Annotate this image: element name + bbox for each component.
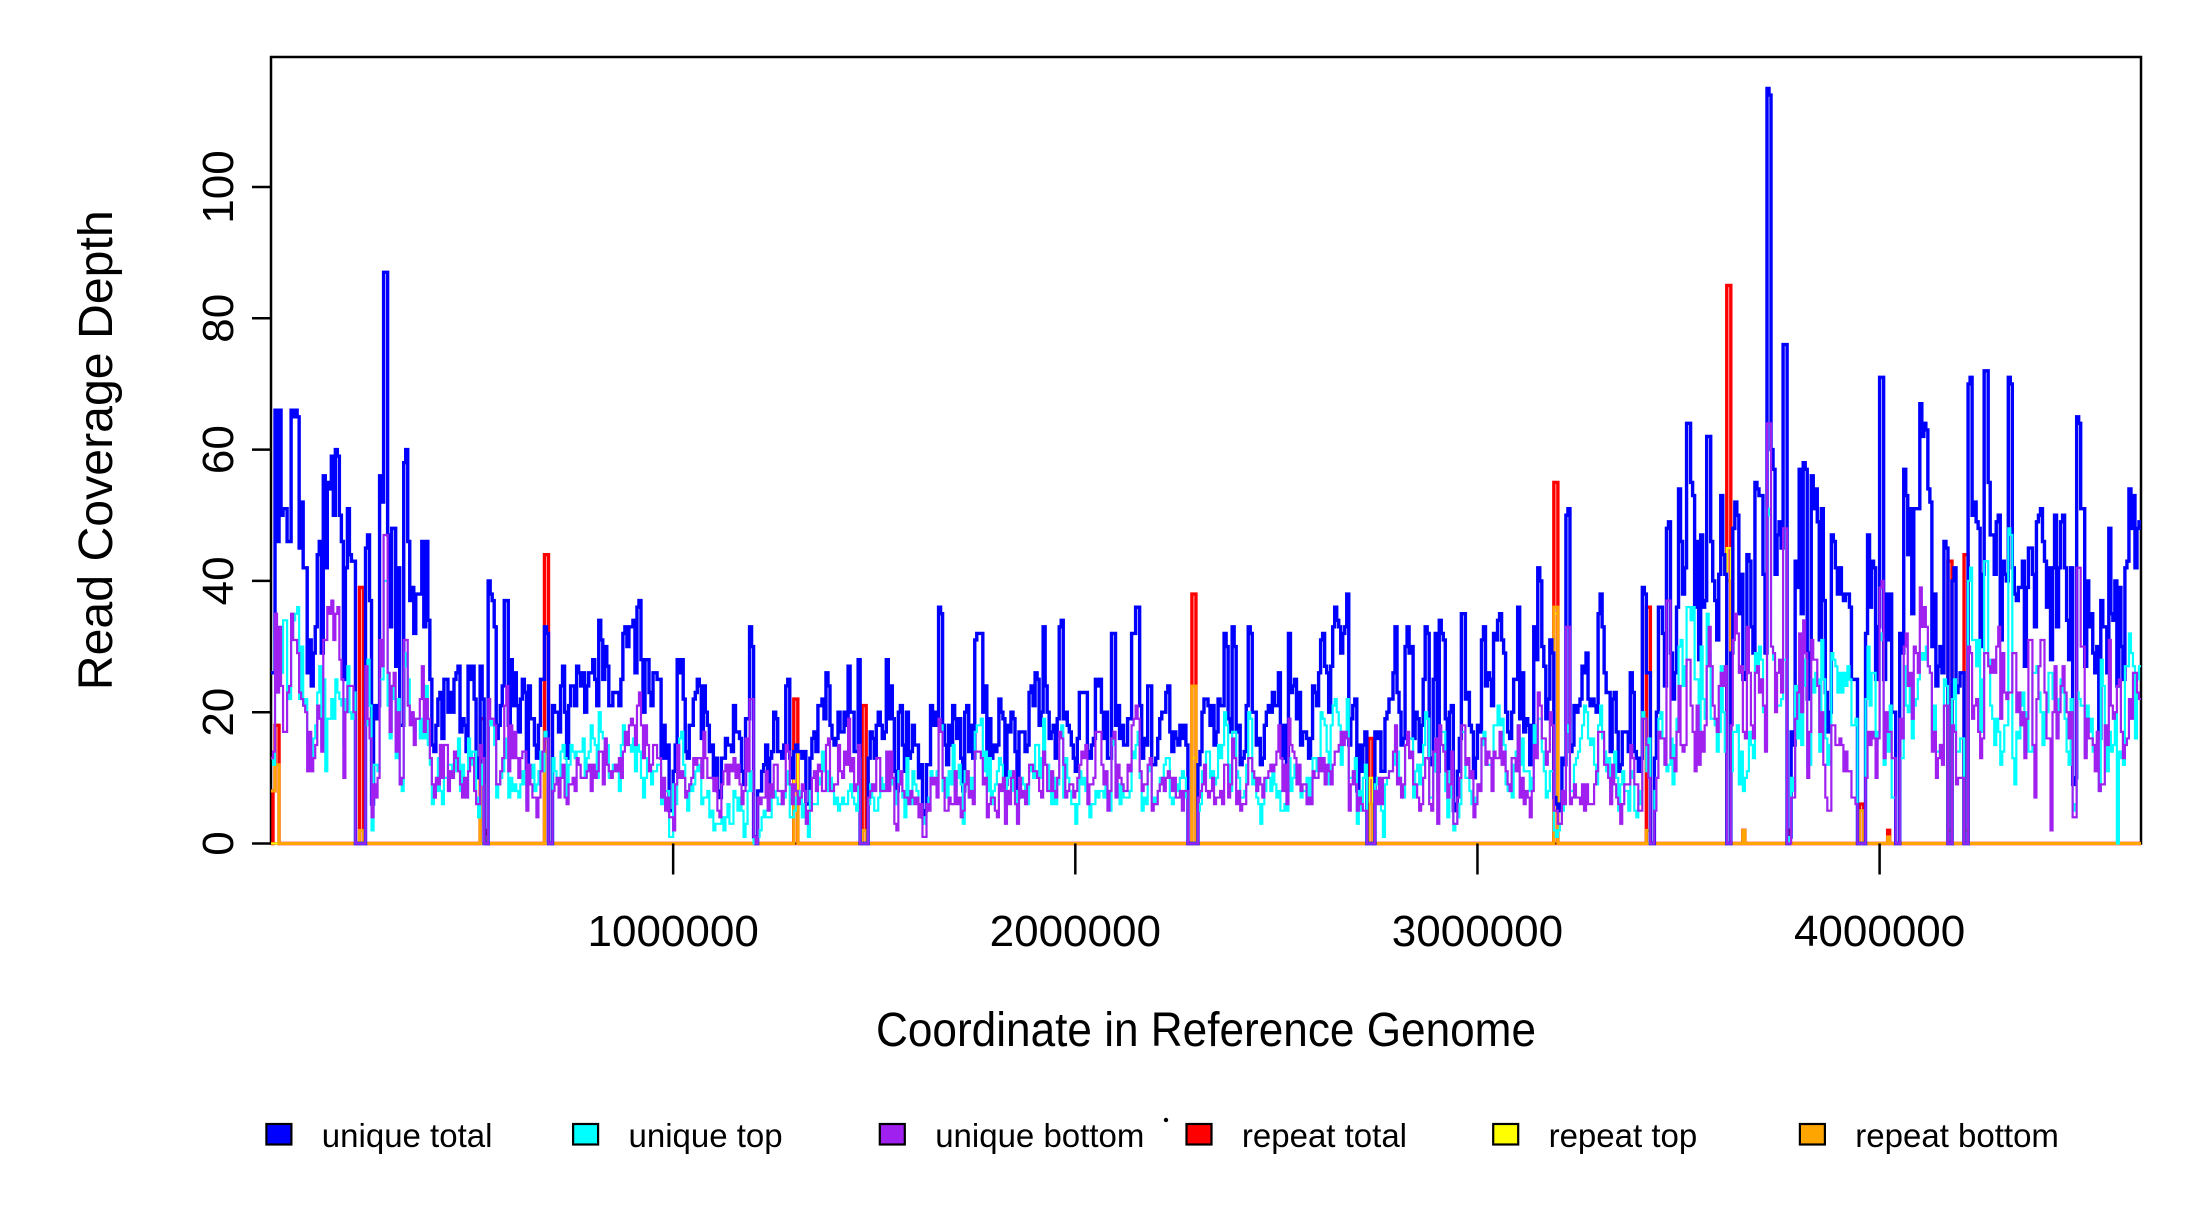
y-tick-label: 60 bbox=[194, 425, 243, 474]
y-tick-label: 20 bbox=[194, 688, 243, 737]
legend-label-repeat-bottom: repeat bottom bbox=[1855, 1117, 2059, 1154]
x-axis: 1000000 2000000 3000000 4000000 bbox=[588, 843, 1965, 956]
legend-swatch-repeat-top bbox=[1492, 1122, 1520, 1146]
legend-label-unique-top: unique top bbox=[629, 1117, 783, 1154]
legend-label-repeat-total: repeat total bbox=[1242, 1117, 1407, 1154]
x-tick-label: 3000000 bbox=[1392, 907, 1563, 956]
y-axis: 0 20 40 60 80 100 bbox=[194, 150, 271, 856]
legend-item-repeat-total: repeat total bbox=[1185, 1117, 1407, 1154]
stray-dot-artifact bbox=[1163, 1117, 1169, 1123]
x-tick-label: 1000000 bbox=[588, 907, 759, 956]
legend-item-unique-bottom: unique bottom bbox=[878, 1117, 1144, 1154]
legend: unique total unique top unique bottom repea… bbox=[265, 1117, 2059, 1154]
x-axis-title: Coordinate in Reference Genome bbox=[876, 1004, 1536, 1057]
y-tick-label: 80 bbox=[194, 294, 243, 343]
legend-item-repeat-bottom: repeat bottom bbox=[1798, 1117, 2059, 1154]
y-tick-label: 0 bbox=[194, 831, 243, 855]
series-unique-bottom bbox=[271, 422, 2141, 845]
legend-label-unique-bottom: unique bottom bbox=[935, 1117, 1144, 1154]
legend-swatch-repeat-total bbox=[1185, 1122, 1213, 1146]
legend-swatch-repeat-bottom bbox=[1798, 1122, 1827, 1146]
legend-item-unique-total: unique total bbox=[265, 1117, 493, 1154]
x-tick-label: 2000000 bbox=[990, 907, 1161, 956]
legend-swatch-unique-total bbox=[265, 1122, 293, 1146]
legend-swatch-unique-top bbox=[571, 1122, 600, 1146]
y-axis-title: Read Coverage Depth bbox=[70, 210, 123, 690]
y-tick-label: 100 bbox=[194, 150, 243, 223]
legend-item-repeat-top: repeat top bbox=[1492, 1117, 1698, 1154]
series-group bbox=[271, 86, 2141, 846]
legend-label-unique-total: unique total bbox=[322, 1117, 493, 1154]
x-tick-label: 4000000 bbox=[1794, 907, 1965, 956]
legend-swatch-unique-bottom bbox=[878, 1122, 906, 1146]
series-unique-total bbox=[271, 86, 2141, 846]
legend-item-unique-top: unique top bbox=[571, 1117, 783, 1154]
legend-label-repeat-top: repeat top bbox=[1549, 1117, 1698, 1154]
y-tick-label: 40 bbox=[194, 556, 243, 605]
series-repeat-bottom bbox=[271, 579, 2141, 845]
